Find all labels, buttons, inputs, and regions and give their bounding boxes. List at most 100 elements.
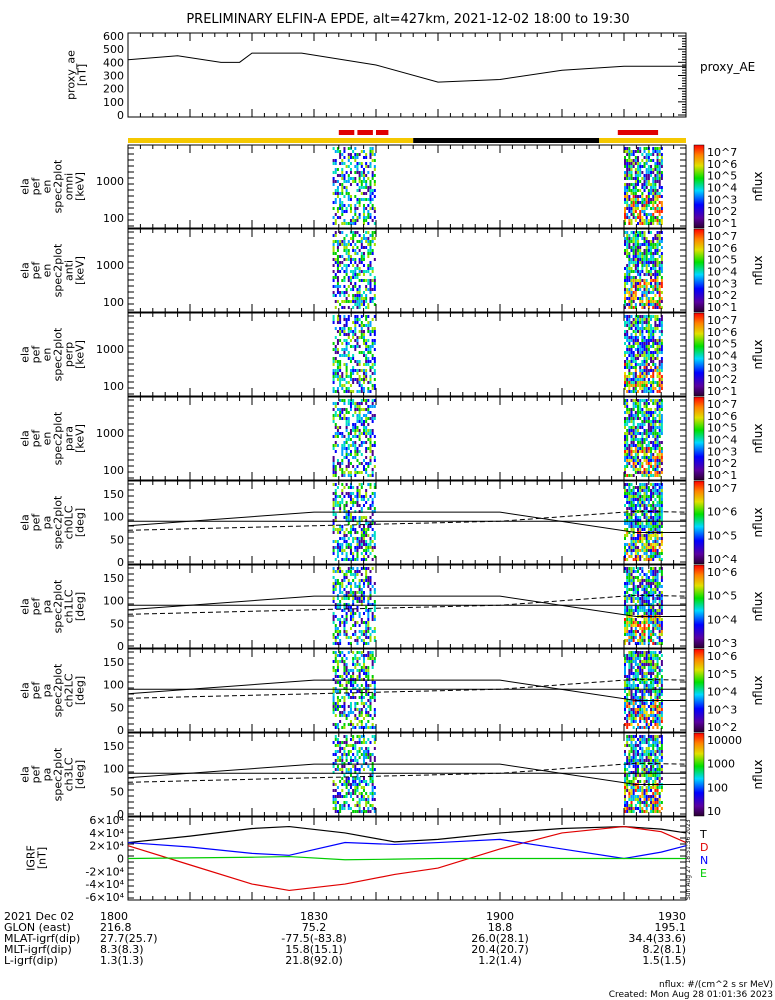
spectrogram-pixel	[639, 375, 642, 378]
spectrogram-pixel	[332, 387, 335, 390]
spectrogram-pixel	[373, 168, 376, 171]
spectrogram-pixel	[641, 582, 644, 585]
spectrogram-pixel	[645, 474, 648, 477]
spectrogram-pixel	[658, 240, 661, 243]
spectrogram-pixel	[332, 549, 335, 552]
spectrogram-pixel	[652, 534, 655, 537]
spectrogram-pixel	[365, 345, 368, 348]
spectrogram-pixel	[373, 222, 376, 225]
spectrogram-pixel	[643, 486, 646, 489]
spectrogram-pixel	[639, 201, 642, 204]
spectrogram-pixel	[367, 636, 370, 639]
spectrogram-pixel	[341, 489, 344, 492]
spectrogram-pixel	[632, 420, 635, 423]
spectrogram-pixel	[660, 432, 663, 435]
spectrogram-pixel	[639, 405, 642, 408]
spectrogram-pixel	[373, 456, 376, 459]
spectrogram-pixel	[343, 162, 346, 165]
spectrogram-pixel	[371, 534, 374, 537]
spectrogram-pixel	[358, 390, 361, 393]
spectrogram-pixel	[626, 513, 629, 516]
spectrogram-pixel	[645, 297, 648, 300]
spectrogram-pixel	[332, 600, 335, 603]
spectrogram-pixel	[373, 153, 376, 156]
spectrogram-pixel	[345, 513, 348, 516]
spectrogram-pixel	[637, 330, 640, 333]
spectrogram-pixel	[343, 597, 346, 600]
spectrogram-pixel	[367, 462, 370, 465]
y-axis-label: proxy_ae	[65, 50, 78, 100]
colorbar-tick-label: 10^4	[707, 266, 737, 279]
spectrogram-pixel	[354, 456, 357, 459]
spectrogram-pixel	[367, 324, 370, 327]
spectrogram-pixel	[654, 267, 657, 270]
science-zone-marker	[338, 130, 355, 135]
spectrogram-pixel	[354, 321, 357, 324]
spectrogram-pixel	[654, 525, 657, 528]
spectrogram-pixel	[354, 270, 357, 273]
spectrogram-pixel	[339, 537, 342, 540]
spectrogram-pixel	[336, 255, 339, 258]
spectrogram-pixel	[634, 627, 637, 630]
spectrogram-pixel	[349, 642, 352, 645]
spectrogram-pixel	[656, 495, 659, 498]
spectrogram-pixel	[343, 348, 346, 351]
spectrogram-pixel	[354, 450, 357, 453]
spectrogram-pixel	[339, 315, 342, 318]
spectrogram-pixel	[654, 486, 657, 489]
spectrogram-pixel	[643, 537, 646, 540]
spectrogram-pixel	[637, 576, 640, 579]
spectrogram-pixel	[336, 240, 339, 243]
spectrogram-pixel	[345, 291, 348, 294]
spectrogram-pixel	[637, 288, 640, 291]
spectrogram-pixel	[643, 432, 646, 435]
spectrogram-pixel	[626, 639, 629, 642]
spectrogram-pixel	[660, 402, 663, 405]
spectrogram-pixel	[358, 462, 361, 465]
spectrogram-pixel	[641, 336, 644, 339]
spectrogram-pixel	[339, 240, 342, 243]
spectrogram-pixel	[369, 429, 372, 432]
spectrogram-pixel	[658, 201, 661, 204]
spectrogram-pixel	[654, 576, 657, 579]
spectrogram-pixel	[654, 582, 657, 585]
spectrogram-pixel	[652, 507, 655, 510]
spectrogram-pixel	[639, 519, 642, 522]
spectrogram-pixel	[336, 633, 339, 636]
spectrogram-pixel	[641, 327, 644, 330]
state-bar-segment	[413, 138, 600, 143]
spectrogram-pixel	[634, 279, 637, 282]
spectrogram-pixel	[336, 696, 339, 699]
spectrogram-pixel	[336, 642, 339, 645]
spectrogram-pixel	[654, 192, 657, 195]
spectrogram-pixel	[349, 498, 352, 501]
spectrogram-pixel	[347, 285, 350, 288]
spectrogram-pixel	[628, 408, 631, 411]
spectrogram-pixel	[334, 444, 337, 447]
spectrogram-pixel	[641, 216, 644, 219]
spectrogram-pixel	[352, 321, 355, 324]
spectrogram-pixel	[647, 192, 650, 195]
spectrogram-pixel	[652, 510, 655, 513]
spectrogram-pixel	[641, 441, 644, 444]
spectrogram-pixel	[645, 339, 648, 342]
spectrogram-pixel	[367, 522, 370, 525]
spectrogram-pixel	[624, 237, 626, 240]
spectrogram-pixel	[356, 453, 359, 456]
spectrogram-pixel	[354, 528, 357, 531]
spectrogram-pixel	[628, 384, 631, 387]
spectrogram-pixel	[652, 147, 655, 150]
spectrogram-pixel	[637, 405, 640, 408]
spectrogram-pixel	[345, 234, 348, 237]
spectrogram-pixel	[656, 579, 659, 582]
spectrogram-pixel	[624, 189, 626, 192]
spectrogram-pixel	[352, 672, 355, 675]
spectrogram-pixel	[332, 693, 335, 696]
spectrogram-pixel	[347, 357, 350, 360]
spectrogram-pixel	[341, 243, 344, 246]
spectrogram-pixel	[654, 201, 657, 204]
spectrogram-pixel	[630, 633, 633, 636]
spectrogram-pixel	[630, 351, 633, 354]
spectrogram-pixel	[360, 453, 363, 456]
spectrogram-pixel	[334, 582, 337, 585]
